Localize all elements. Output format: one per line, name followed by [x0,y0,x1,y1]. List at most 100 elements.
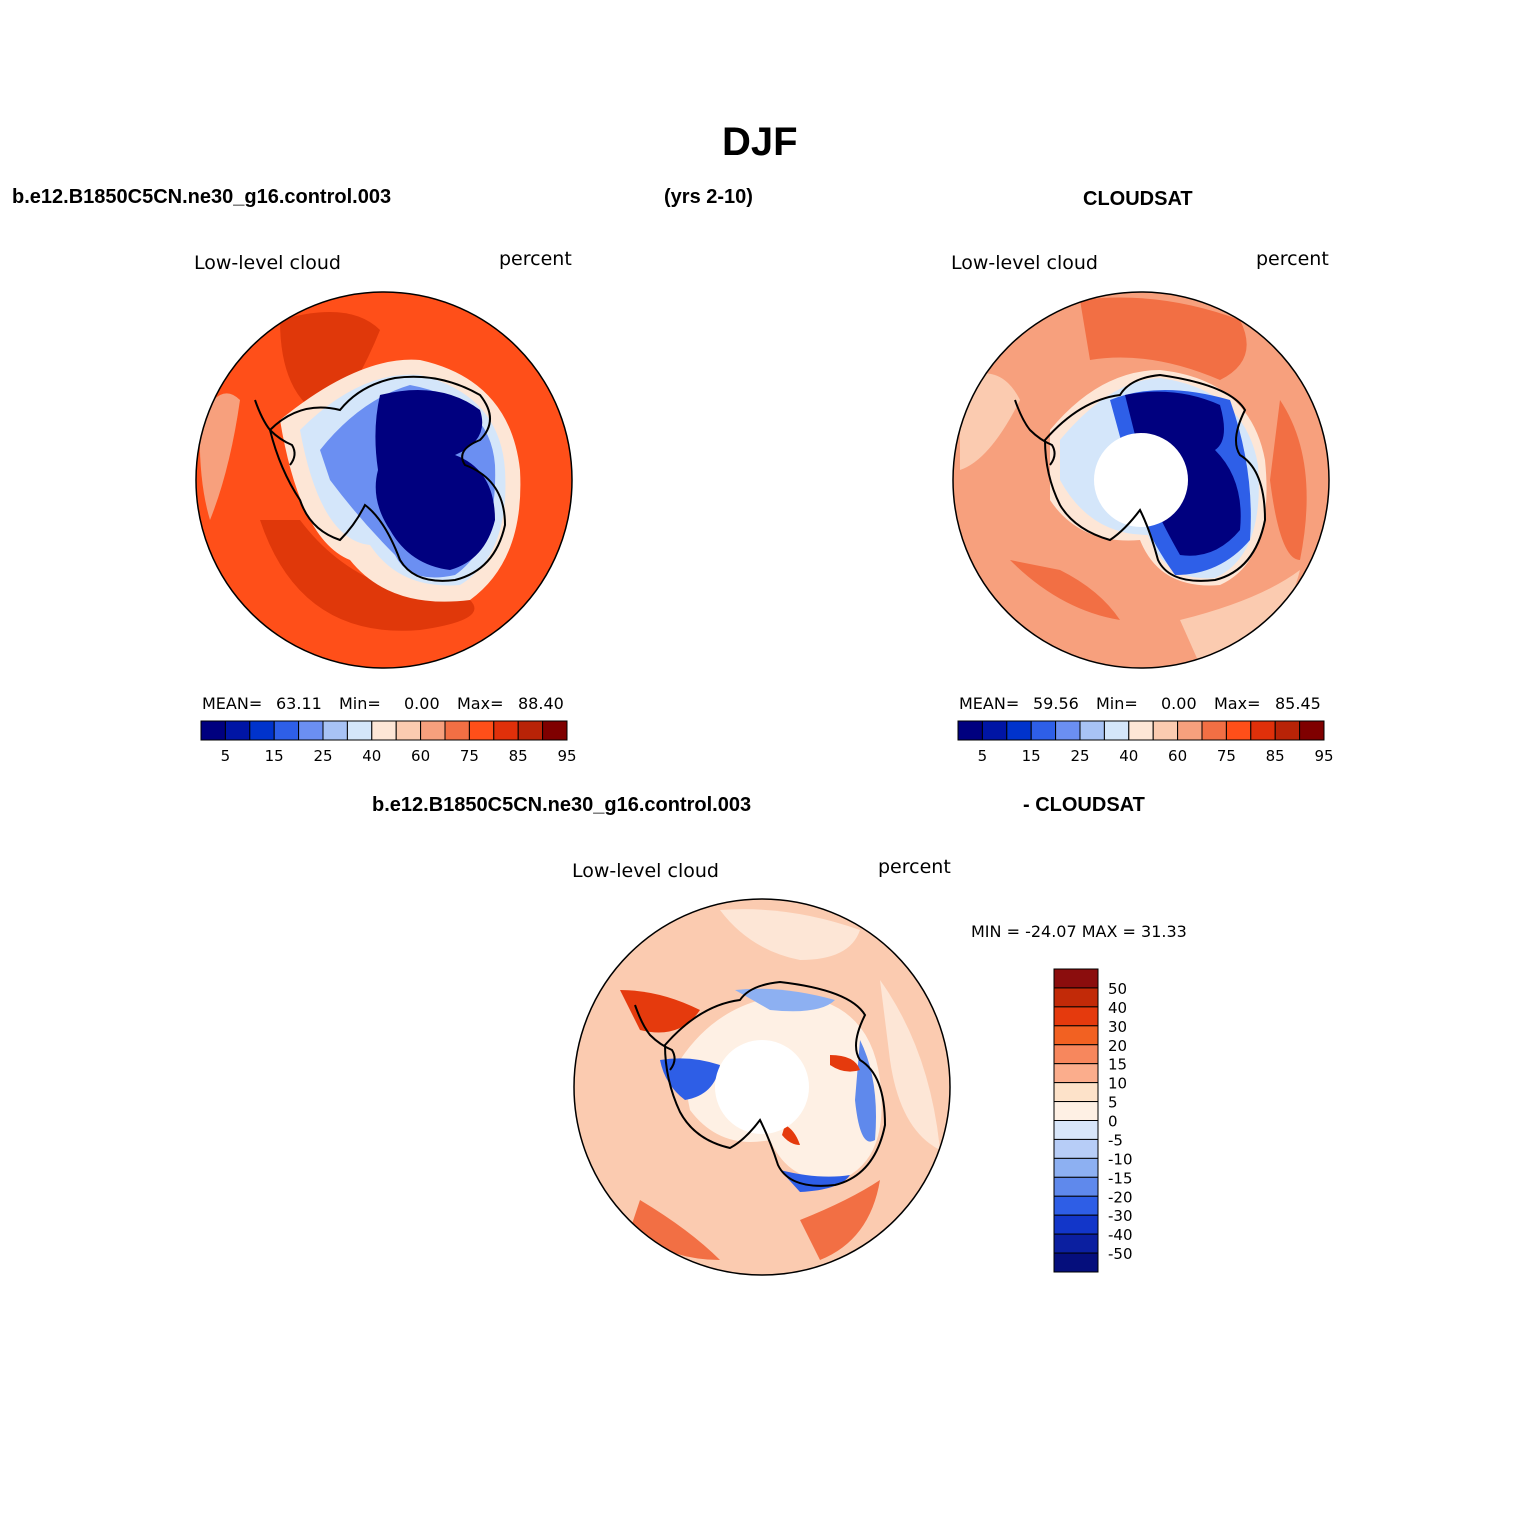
obs-mean-value: 59.56 [1033,694,1079,713]
diff-colorbar-swatch [1053,1063,1099,1084]
obs-high-cloud-south [1010,560,1120,620]
model-colorbar-tick-label: 5 [221,747,231,765]
model-colorbar-swatch [224,720,251,741]
obs-colorbar-swatch [1299,720,1325,741]
model-colorbar-tick-label: 25 [313,747,332,765]
model-colorbar-swatch [493,720,519,741]
model-colorbar-tick-label: 15 [265,747,284,765]
obs-colorbar-swatch [1225,720,1252,741]
model-mean-value: 63.11 [276,694,322,713]
diff-colorbar-tick-label: 10 [1108,1075,1127,1093]
obs-colorbar-swatch [1030,720,1057,741]
diff-colorbar-swatch [1053,987,1099,1008]
diff-case-header: b.e12.B1850C5CN.ne30_g16.control.003 [372,794,752,816]
obs-variable-label: Low-level cloud [951,252,1098,274]
obs-colorbar-swatch [981,720,1008,741]
diff-units-label: percent [878,856,951,878]
model-colorbar-swatch [420,720,446,741]
model-mean-label: MEAN= [202,694,263,713]
obs-header: CLOUDSAT [1083,188,1193,210]
model-colorbar-swatch [542,720,568,741]
model-west-coast-band [199,393,240,520]
diff-antarctic-coastline [663,980,887,1187]
model-colorbar-swatch [273,720,300,741]
diff-colorbar-swatch [1053,1120,1099,1140]
model-colorbar-swatch [371,720,397,741]
diff-obs-header: - CLOUDSAT [1023,794,1145,816]
diff-colorbar-swatch [1053,1025,1099,1046]
diff-colorbar-tick-label: -5 [1108,1131,1123,1149]
diff-pole-gap [715,1040,809,1134]
plot-title: DJF [722,120,798,164]
obs-colorbar-tick-label: 95 [1314,747,1333,765]
model-colorbar-swatch [395,720,422,741]
diff-colorbar-swatch [1053,1006,1099,1027]
diff-colorbar-tick-label: -50 [1108,1245,1133,1263]
obs-colorbar-tick-label: 85 [1266,747,1285,765]
model-colorbar-tick-label: 60 [411,747,430,765]
case-name-header: b.e12.B1850C5CN.ne30_g16.control.003 [12,186,392,208]
obs-polar-map [953,292,1329,668]
model-storm-track [260,520,475,631]
diff-positive-south [630,1200,720,1260]
model-colorbar-swatch [468,720,495,741]
diff-colorbar-swatch [1053,1044,1099,1065]
model-colorbar-swatch [322,720,348,741]
obs-colorbar-tick-label: 25 [1070,747,1089,765]
diff-peninsula-coastline [634,1004,676,1071]
model-colorbar-swatch [517,720,544,741]
diff-colorbar-tick-label: 15 [1108,1056,1127,1074]
obs-map-border [952,291,1330,669]
obs-colorbar-swatch [1055,720,1081,741]
diff-colorbar-tick-label: 5 [1108,1094,1118,1112]
diff-colorbar-tick-label: -15 [1108,1169,1133,1187]
obs-pole-gap [1094,433,1188,527]
model-colorbar: 5 15 25 40 60 75 85 95 [200,720,577,765]
model-colorbar-tick-label: 85 [509,747,528,765]
diff-colorbar-tick-label: 0 [1108,1113,1118,1131]
diff-colorbar-swatch [1053,1082,1099,1103]
obs-min-label: Min= [1096,694,1138,713]
obs-colorbar-tick-label: 60 [1168,747,1187,765]
obs-peninsula-coastline [1014,399,1056,466]
diff-colorbar-swatch [1053,1176,1099,1197]
obs-max-label: Max= [1214,694,1261,713]
model-colorbar-swatch [200,720,226,741]
obs-colorbar-swatch [1152,720,1179,741]
model-map-border [195,291,573,669]
obs-colorbar-swatch [1201,720,1227,741]
diff-colorbar-tick-label: 30 [1108,1018,1127,1036]
obs-colorbar-tick-label: 5 [978,747,988,765]
diff-negative-coast-south [780,1170,850,1192]
obs-low-cloud-southeast [1180,570,1300,665]
diff-positive-ross [782,1125,800,1145]
model-colorbar-tick-label: 95 [557,747,576,765]
diff-neutral-north [720,909,860,960]
model-antarctic-coastline [268,375,507,582]
obs-high-cloud-east [1270,400,1307,560]
diff-variable-label: Low-level cloud [572,860,719,882]
diff-polar-map [574,899,950,1275]
obs-low-cloud-west [960,373,1020,470]
diff-colorbar-tick-label: -40 [1108,1226,1133,1244]
diff-colorbar-tick-label: -20 [1108,1188,1133,1206]
obs-colorbar-tick-label: 15 [1022,747,1041,765]
model-units-label: percent [499,248,572,270]
diff-colorbar-swatch [1053,1233,1099,1254]
model-min-value: 0.00 [404,694,440,713]
diff-positive-west [620,990,700,1033]
obs-colorbar-swatch [1250,720,1276,741]
model-ice-core [375,390,495,570]
model-colorbar-tick-label: 75 [460,747,479,765]
obs-min-value: 0.00 [1161,694,1197,713]
diff-colorbar-swatch [1053,1252,1099,1273]
model-min-label: Min= [339,694,381,713]
obs-colorbar-swatch [1006,720,1032,741]
model-max-label: Max= [457,694,504,713]
obs-antarctic-coastline [1043,373,1267,582]
obs-high-cloud-north [1080,297,1247,380]
diff-minmax-label: MIN = -24.07 MAX = 31.33 [971,922,1187,941]
diff-colorbar-swatch [1053,1195,1099,1216]
